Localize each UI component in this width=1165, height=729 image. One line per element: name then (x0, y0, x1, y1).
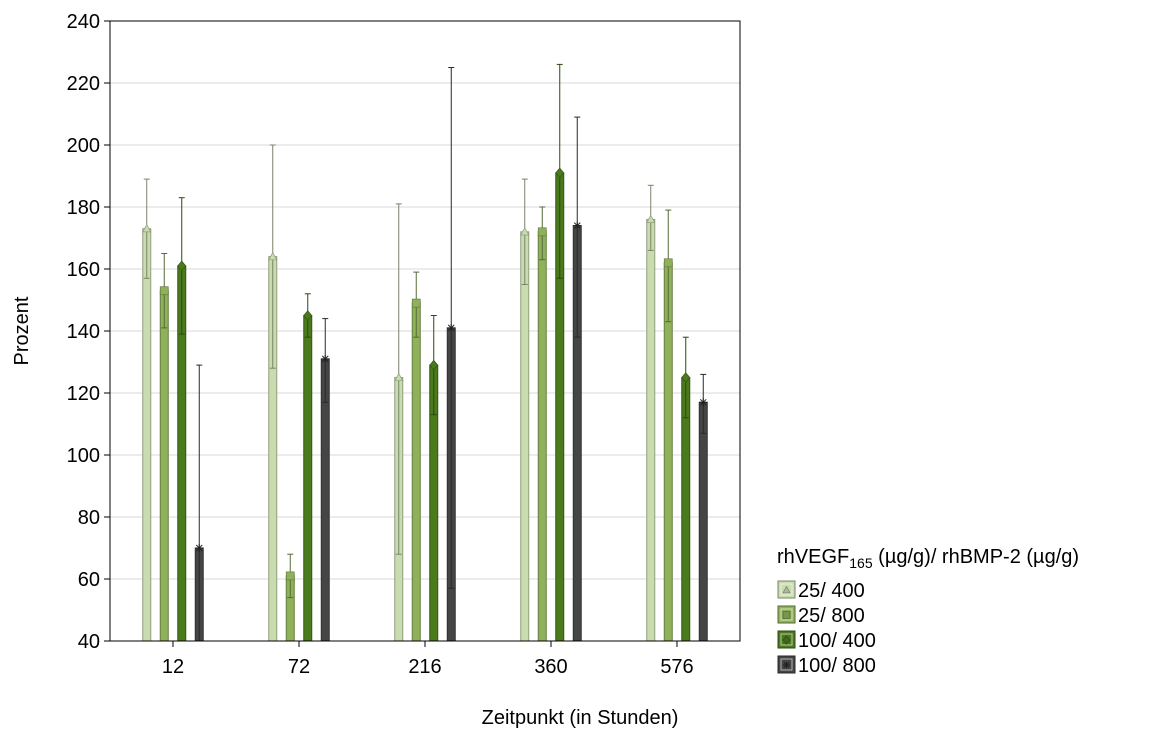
bars (142, 63, 708, 642)
bar-marker (285, 571, 295, 581)
bar-group (429, 315, 439, 642)
bar-marker (663, 258, 673, 268)
bar-group (285, 553, 295, 642)
legend-title: rhVEGF165 (µg/g)/ rhBMP-2 (µg/g) (777, 546, 1079, 571)
bar-group (194, 364, 204, 642)
bar-marker (159, 286, 169, 296)
y-tick-label: 100 (67, 445, 100, 467)
bar (411, 302, 421, 642)
y-axis: 40 60 80 100 120 140 160 180 200 220 240 (67, 11, 110, 653)
x-axis-title: Zeitpunkt (in Stunden) (482, 707, 679, 729)
x-tick-label: 360 (534, 656, 567, 678)
legend-title-prefix: rhVEGF (777, 546, 849, 568)
legend-marker (782, 611, 791, 619)
bar-group (446, 67, 456, 642)
bar-marker (681, 372, 691, 383)
y-tick-label: 120 (67, 383, 100, 405)
bar-marker (195, 544, 204, 552)
bar-marker (268, 251, 278, 261)
legend-marker (783, 661, 790, 669)
y-tick-label: 240 (67, 11, 100, 33)
legend-items: 25/ 400 25/ 800 100/ 400 100/ 800 (777, 580, 876, 677)
bar-group (411, 271, 421, 642)
bar-marker (537, 227, 547, 237)
bar-marker-stroke (195, 544, 203, 552)
bar-marker (573, 221, 582, 230)
bar-marker-stroke (447, 324, 455, 332)
y-tick-label: 200 (67, 135, 100, 157)
legend-label: 100/ 800 (798, 655, 876, 677)
bar-group (646, 184, 656, 642)
bar-group (268, 144, 278, 642)
bar (159, 290, 169, 642)
bar (537, 231, 547, 642)
bar-group (320, 318, 330, 642)
y-tick-label: 220 (67, 73, 100, 95)
bar-marker (321, 354, 330, 363)
legend-item: 100/ 800 (777, 655, 876, 677)
bar (698, 401, 708, 642)
gridlines (110, 82, 740, 580)
y-tick-label: 80 (78, 507, 100, 529)
legend-marker (782, 585, 791, 594)
bar-marker (447, 323, 456, 332)
bar-marker (555, 167, 565, 179)
legend-label: 25/ 800 (798, 605, 865, 627)
bar-marker (520, 227, 530, 236)
bar-group (572, 116, 582, 642)
bar-group (698, 373, 708, 642)
legend-label: 100/ 400 (798, 630, 876, 652)
y-tick-label: 40 (78, 631, 100, 653)
bar-group (520, 178, 530, 642)
legend-label: 25/ 400 (798, 580, 865, 602)
bar-marker-stroke (321, 355, 329, 363)
x-axis: 12 72 216 360 576 (162, 641, 694, 678)
bar-marker (177, 260, 187, 272)
legend-item: 25/ 400 (777, 580, 865, 602)
bar-marker (142, 223, 152, 233)
legend-swatch-inner (780, 583, 793, 596)
bar-marker (429, 359, 439, 371)
legend-item: 100/ 400 (777, 630, 876, 652)
x-tick-label: 72 (288, 656, 310, 678)
y-tick-label: 140 (67, 321, 100, 343)
bar-group (142, 178, 152, 642)
bar-group (681, 336, 691, 642)
bar (142, 228, 152, 642)
legend-swatch-inner (780, 608, 793, 621)
bar-marker (411, 298, 421, 308)
bar-group (537, 206, 547, 642)
bar-group (663, 209, 673, 642)
bar-marker (303, 310, 313, 321)
bar (520, 231, 530, 642)
bar (646, 218, 656, 642)
bar-group (177, 197, 187, 642)
bar-marker (394, 372, 404, 382)
x-tick-label: 576 (660, 656, 693, 678)
bar-marker (699, 398, 708, 407)
bar-marker (646, 214, 656, 223)
x-tick-label: 12 (162, 656, 184, 678)
y-axis-title: Prozent (11, 296, 33, 365)
legend-marker (782, 635, 791, 645)
legend-title-subscript: 165 (849, 555, 873, 571)
y-tick-label: 60 (78, 569, 100, 591)
bar (303, 315, 313, 642)
bar-marker-stroke (573, 222, 581, 229)
y-tick-label: 180 (67, 197, 100, 219)
legend-title-suffix: (µg/g)/ rhBMP-2 (µg/g) (873, 546, 1079, 568)
bar-group (555, 63, 565, 642)
bar-group (159, 253, 169, 642)
y-tick-label: 160 (67, 259, 100, 281)
legend-item: 25/ 800 (777, 605, 865, 627)
legend: rhVEGF165 (µg/g)/ rhBMP-2 (µg/g) 25/ 400… (777, 546, 1079, 677)
bar-marker-stroke (699, 398, 707, 406)
legend-swatch-inner (780, 658, 793, 671)
legend-swatch-inner (780, 633, 793, 646)
x-tick-label: 216 (408, 656, 441, 678)
bar-group (303, 293, 313, 642)
legend-marker-stroke (783, 662, 790, 668)
